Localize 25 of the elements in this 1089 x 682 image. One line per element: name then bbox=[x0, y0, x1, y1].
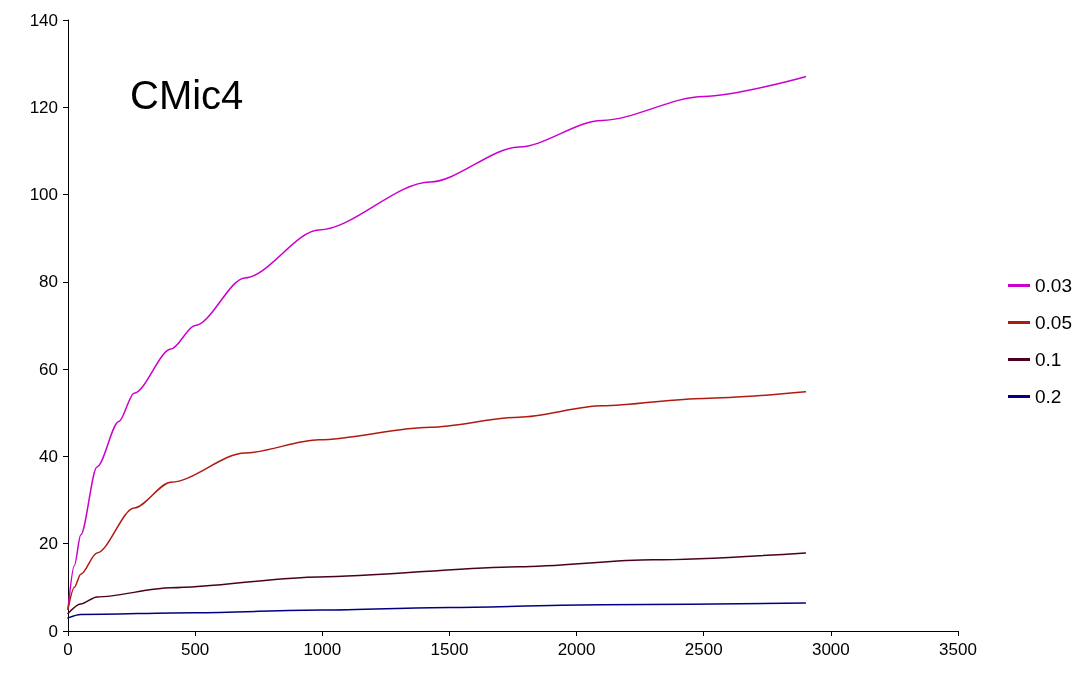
line-series bbox=[67, 602, 807, 619]
x-tick-label: 500 bbox=[180, 640, 210, 659]
legend-label: 0.05 bbox=[1035, 312, 1072, 333]
line-series bbox=[67, 391, 807, 610]
x-tick-label: 2000 bbox=[557, 640, 596, 659]
x-tick-label: 3500 bbox=[939, 640, 977, 659]
y-tick-label: 80 bbox=[39, 272, 58, 292]
legend-label: 0.2 bbox=[1035, 386, 1062, 407]
line-series bbox=[67, 75, 807, 610]
y-tick-label: 100 bbox=[29, 185, 58, 205]
line-series bbox=[67, 552, 807, 615]
x-tick-label: 3000 bbox=[811, 640, 850, 659]
y-tick-label: 60 bbox=[39, 359, 58, 379]
legend-label: 0.03 bbox=[1035, 275, 1072, 296]
y-tick-label: 0 bbox=[48, 621, 58, 641]
y-tick-label: 120 bbox=[29, 97, 58, 117]
y-tick-label: 140 bbox=[29, 10, 58, 30]
x-tick-label: 0 bbox=[63, 640, 73, 659]
text: CMic4 bbox=[130, 73, 244, 117]
x-tick-label: 1000 bbox=[303, 640, 342, 659]
x-tick-label: 2500 bbox=[684, 640, 723, 659]
x-tick-label: 1500 bbox=[430, 640, 469, 659]
y-tick-label: 20 bbox=[39, 534, 58, 554]
y-tick-label: 40 bbox=[39, 446, 58, 466]
legend-label: 0.1 bbox=[1035, 349, 1062, 370]
